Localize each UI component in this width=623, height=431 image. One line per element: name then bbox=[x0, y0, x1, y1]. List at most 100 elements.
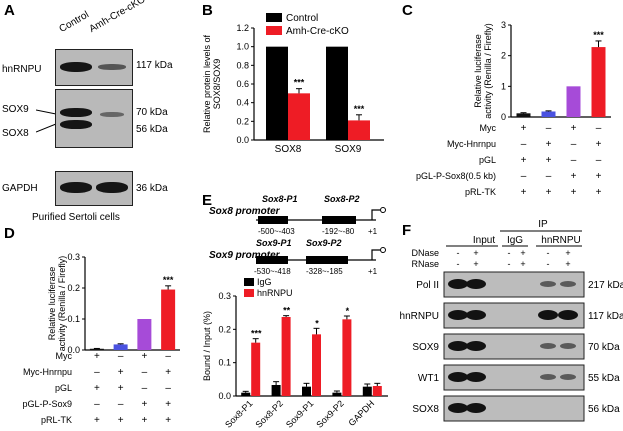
sox8-tss-label: +1 bbox=[368, 227, 378, 236]
band bbox=[538, 310, 558, 320]
significance-label: * bbox=[315, 318, 319, 328]
sox9-p2-label: Sox9-P2 bbox=[306, 238, 342, 248]
treatment-mark: + bbox=[546, 187, 552, 198]
treatment-mark: + bbox=[141, 415, 147, 426]
treatment-mark: + bbox=[546, 139, 552, 150]
rnase-mark: + bbox=[473, 259, 478, 269]
rnase-mark: - bbox=[508, 259, 511, 269]
blot-a-caption: Purified Sertoli cells bbox=[32, 212, 120, 223]
legend-swatch bbox=[244, 278, 254, 286]
significance-label: *** bbox=[163, 275, 174, 285]
bar-3 bbox=[566, 86, 581, 117]
legend-swatch bbox=[244, 289, 254, 297]
y-tick-label: 0.2 bbox=[236, 116, 249, 126]
y-axis-title: Relative luciferase bbox=[473, 34, 483, 108]
bar-hnrnpu-sox9-p2 bbox=[342, 319, 352, 396]
y-axis-title: activity (Renilla / Firefly) bbox=[483, 23, 493, 119]
band bbox=[448, 403, 468, 413]
treatment-label: pGL bbox=[55, 383, 72, 393]
y-tick-label: 0.0 bbox=[67, 345, 80, 355]
band bbox=[448, 372, 468, 382]
treatment-mark: – bbox=[596, 155, 602, 166]
treatment-label: Myc-Hnrnpu bbox=[23, 367, 72, 377]
legend-label: Amh-Cre-cKO bbox=[286, 26, 349, 37]
x-tick-label: Sox8-P1 bbox=[223, 398, 254, 429]
x-tick-label: Sox9-P1 bbox=[284, 398, 315, 429]
bar-hnrnpu-gapdh bbox=[372, 386, 382, 396]
treatment-mark: + bbox=[165, 399, 171, 410]
significance-label: *** bbox=[294, 78, 305, 88]
treatment-mark: + bbox=[571, 187, 577, 198]
treatment-mark: + bbox=[118, 415, 124, 426]
significance-label: *** bbox=[354, 104, 365, 114]
y-tick-label: 0.8 bbox=[236, 60, 249, 70]
f-treatment-marks: - + - + - +- + - + - + bbox=[457, 248, 571, 269]
bar-igg-sox9-p2 bbox=[332, 392, 342, 396]
sox9-promoter-title: Sox9 promoter bbox=[209, 250, 281, 261]
band bbox=[60, 182, 92, 193]
treatment-mark: + bbox=[141, 399, 147, 410]
bar-hnrnpu-sox8-p1 bbox=[251, 342, 261, 396]
rnase-mark: - bbox=[547, 259, 550, 269]
band bbox=[60, 62, 92, 72]
sox8-p2-label: Sox8-P2 bbox=[324, 194, 360, 204]
band bbox=[100, 112, 124, 117]
lane-control-label: Control bbox=[57, 9, 91, 35]
blot-a-sox8-label: SOX8 bbox=[2, 128, 29, 139]
treatment-mark: + bbox=[521, 123, 527, 134]
treatment-mark: – bbox=[596, 123, 602, 134]
treatment-mark: + bbox=[596, 139, 602, 150]
f-dnase-label: DNase bbox=[411, 248, 439, 258]
y-tick-label: 1.2 bbox=[236, 23, 249, 33]
treatment-mark: – bbox=[94, 367, 100, 378]
significance-label: * bbox=[346, 306, 350, 316]
y-tick-label: 0.3 bbox=[218, 291, 231, 301]
y-tick-label: 2 bbox=[501, 51, 506, 61]
f-igg-header: IgG bbox=[507, 235, 523, 246]
treatment-mark: – bbox=[165, 351, 171, 362]
f-protein-label: Pol II bbox=[416, 280, 439, 291]
band bbox=[60, 108, 92, 117]
legend-label: hnRNPU bbox=[257, 288, 293, 298]
treatment-mark: + bbox=[118, 383, 124, 394]
treatment-mark: + bbox=[521, 187, 527, 198]
blot-a-hnrnpu bbox=[55, 49, 133, 86]
y-tick-label: 0.0 bbox=[218, 391, 231, 401]
legend-label: Control bbox=[286, 13, 318, 24]
f-protein-label: SOX8 bbox=[412, 404, 439, 415]
treatment-mark: + bbox=[571, 123, 577, 134]
bar-igg-gapdh bbox=[362, 386, 372, 396]
blot-a-gapdh bbox=[55, 171, 133, 206]
y-tick-label: 1 bbox=[501, 81, 506, 91]
treatment-mark: – bbox=[546, 123, 552, 134]
treatment-mark: – bbox=[571, 155, 577, 166]
y-axis-title: Relative luciferase bbox=[47, 267, 57, 341]
sox9-p1-range: -530~-418 bbox=[254, 267, 291, 276]
band bbox=[448, 310, 468, 320]
treatment-mark: – bbox=[521, 171, 527, 182]
sox9-tss-arrow bbox=[371, 249, 380, 260]
sox8-p1-region bbox=[258, 216, 288, 224]
bar-igg-sox8-p2 bbox=[271, 385, 281, 396]
treatment-mark: – bbox=[521, 139, 527, 150]
blot-a-hnrnpu-kda: 117 kDa bbox=[136, 60, 173, 71]
y-axis-title: activity (Renilla / Firefly) bbox=[57, 256, 67, 352]
treatment-mark: + bbox=[596, 171, 602, 182]
chart-d: 0.0 0.1 0.2 0.3 Relative luciferase activity … bbox=[22, 252, 180, 426]
y-tick-label: 0.2 bbox=[67, 283, 80, 293]
y-tick-label: 0.4 bbox=[236, 98, 249, 108]
dnase-mark: - bbox=[508, 248, 511, 258]
panel-f: Input IP IgG hnRNPU DNase RNase - + - + - +- +… bbox=[400, 219, 623, 422]
treatment-mark: + bbox=[165, 415, 171, 426]
band bbox=[448, 341, 468, 351]
f-ip-header: IP bbox=[538, 219, 548, 230]
sox8-p2-range: -192~-80 bbox=[322, 227, 355, 236]
band bbox=[466, 310, 486, 320]
f-protein-label: WT1 bbox=[418, 373, 440, 384]
sox9-p2-region bbox=[306, 256, 348, 264]
lane-cko-label: Amh-Cre-cKO bbox=[87, 0, 148, 35]
f-kda-label: 117 kDa bbox=[588, 311, 623, 322]
sox9-p2-range: -328~-185 bbox=[306, 267, 343, 276]
f-kda-label: 217 kDa bbox=[588, 280, 623, 291]
treatment-mark: – bbox=[142, 367, 148, 378]
